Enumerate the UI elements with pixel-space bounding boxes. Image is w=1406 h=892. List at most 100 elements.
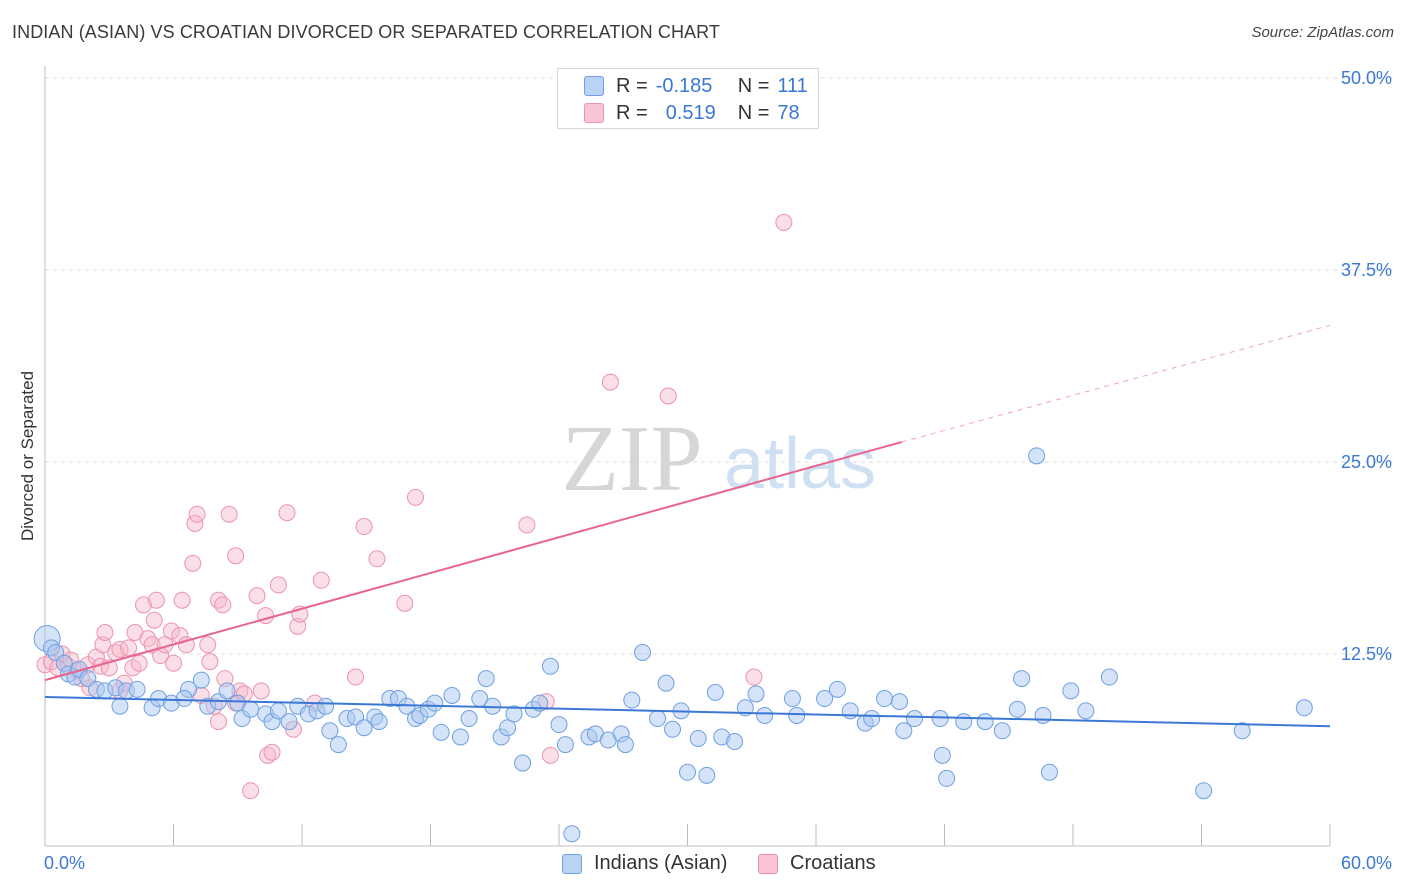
- croatians-point: [269, 576, 287, 594]
- indians-asian-point: [689, 729, 707, 747]
- indians-asian-point: [931, 710, 949, 728]
- legend-r-value: -0.185: [655, 74, 713, 97]
- croatians-point: [368, 550, 386, 568]
- indians-asian-point: [1028, 447, 1046, 465]
- croatians-point: [96, 623, 114, 641]
- legend-r-value: 0.519: [665, 101, 716, 124]
- legend-row-indians: R = -0.185 N = 111: [584, 73, 808, 99]
- croatians-point: [199, 636, 217, 654]
- y-axis-label: Divorced or Separated: [18, 370, 37, 542]
- croatians-point: [173, 591, 191, 609]
- indians-asian-point: [828, 680, 846, 698]
- indians-asian-point: [477, 670, 495, 688]
- indians-asian-point: [816, 690, 834, 708]
- croatians-point: [130, 654, 148, 672]
- chart-title: INDIAN (ASIAN) VS CROATIAN DIVORCED OR S…: [12, 22, 721, 42]
- croatians-point: [518, 516, 536, 534]
- indians-asian-trend-line: [44, 696, 1331, 728]
- indians-asian-point: [993, 722, 1011, 740]
- indians-asian-point: [499, 719, 517, 737]
- indians-asian-point: [443, 686, 461, 704]
- legend-label-indians: Indians (Asian): [594, 852, 728, 874]
- indians-asian-point: [280, 713, 298, 731]
- indians-asian-point: [426, 694, 444, 712]
- croatians-trend-line: [44, 441, 902, 682]
- indians-asian-point: [556, 736, 574, 754]
- indians-asian-point: [788, 706, 806, 724]
- indians-asian-point: [634, 643, 652, 661]
- croatians-point: [111, 640, 129, 658]
- indians-asian-point: [736, 699, 754, 717]
- croatians-point: [201, 653, 219, 671]
- indians-asian-point: [756, 706, 774, 724]
- indians-asian-point: [895, 722, 913, 740]
- legend-row-croatians: R = 0.519 N = 78: [584, 100, 800, 126]
- croatians-point: [184, 554, 202, 572]
- croatians-point: [147, 591, 165, 609]
- indians-asian-point: [329, 736, 347, 754]
- indians-asian-point: [906, 710, 924, 728]
- indians-asian-point: [1040, 763, 1058, 781]
- croatians-point: [263, 743, 281, 761]
- indians-asian-point: [706, 683, 724, 701]
- indians-asian-point: [563, 825, 581, 843]
- croatians-point: [248, 587, 266, 605]
- y-tick-label: 37.5%: [1341, 260, 1392, 280]
- watermark-atlas: atlas: [724, 424, 876, 504]
- croatians-point: [145, 611, 163, 629]
- legend-n-value: 111: [777, 74, 808, 97]
- indians-asian-point: [726, 733, 744, 751]
- trend-lines: [44, 324, 1331, 728]
- source-credit: Source: ZipAtlas.com: [1251, 24, 1394, 41]
- x-tick-label: 0.0%: [44, 853, 85, 873]
- croatians-point: [214, 596, 232, 614]
- croatians-point: [396, 594, 414, 612]
- indians-asian-point: [891, 693, 909, 711]
- croatians-point: [541, 746, 559, 764]
- croatians-point: [135, 596, 153, 614]
- y-tick-label: 12.5%: [1341, 644, 1392, 664]
- indians-asian-points: [33, 447, 1313, 843]
- indians-asian-point: [679, 763, 696, 781]
- legend-item-croatians: Croatians: [758, 852, 876, 875]
- croatians-point: [227, 547, 245, 565]
- indians-asian-point: [1034, 706, 1052, 724]
- croatians-point: [659, 387, 677, 405]
- indians-asian-point: [550, 716, 568, 734]
- indians-asian-point: [505, 705, 523, 723]
- indians-asian-point: [111, 697, 129, 715]
- croatians-point: [601, 373, 619, 391]
- legend-item-indians: Indians (Asian): [562, 852, 727, 875]
- croatians-point: [242, 782, 260, 800]
- croatians-point: [252, 682, 270, 700]
- indians-asian-point: [531, 694, 549, 712]
- legend-n-label: N =: [737, 74, 770, 97]
- croatians-point: [120, 639, 138, 657]
- indians-asian-point: [623, 691, 641, 709]
- indians-asian-point: [128, 680, 146, 698]
- croatians-point: [209, 713, 227, 731]
- indians-asian-point: [933, 746, 951, 764]
- croatians-point: [775, 213, 793, 231]
- y-tick-label: 50.0%: [1341, 68, 1392, 88]
- indians-asian-point: [242, 700, 260, 718]
- watermark: ZIP atlas: [562, 407, 877, 511]
- croatians-point: [165, 654, 182, 672]
- indians-asian-point: [976, 713, 994, 731]
- indians-asian-point: [321, 722, 339, 740]
- indians-asian-point: [747, 685, 765, 703]
- croatians-point: [278, 504, 296, 522]
- tick-labels: 12.5% 25.0% 37.5% 50.0% 0.0% 60.0%: [44, 68, 1392, 873]
- series-legend: Indians (Asian) Croatians: [0, 852, 1406, 878]
- legend-swatch-blue: [584, 76, 604, 96]
- indians-asian-point: [317, 697, 335, 715]
- croatians-point: [355, 518, 373, 536]
- indians-asian-point: [451, 728, 469, 746]
- croatians-point: [745, 668, 763, 686]
- correlation-legend: R = -0.185 N = 111 R = 0.519 N = 78: [557, 68, 819, 129]
- legend-n-label: N =: [737, 101, 770, 124]
- legend-label-croatians: Croatians: [790, 852, 876, 874]
- indians-asian-point: [460, 710, 478, 728]
- indians-asian-point: [1233, 722, 1251, 740]
